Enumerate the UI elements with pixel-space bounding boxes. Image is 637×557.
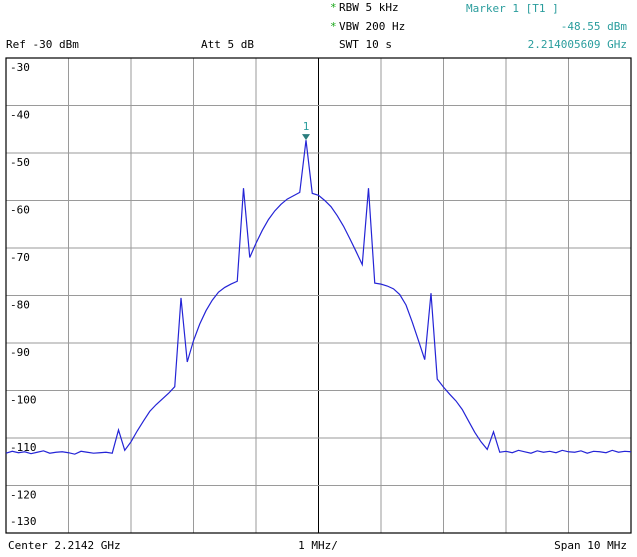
plot-frame (5, 57, 632, 534)
center-frequency: Center 2.2142 GHz (8, 539, 121, 552)
per-division: 1 MHz/ (298, 539, 338, 552)
y-tick-label: -120 (10, 489, 37, 502)
swt: SWT 10 s (339, 38, 392, 51)
y-tick-label: -30 (10, 61, 30, 74)
trace (5, 140, 632, 455)
ref-level: Ref -30 dBm (6, 38, 79, 51)
y-tick-label: -130 (10, 515, 37, 528)
y-tick-label: -80 (10, 299, 30, 312)
y-tick-label: -50 (10, 156, 30, 169)
y-tick-label: -110 (10, 441, 37, 454)
y-tick-label: -100 (10, 394, 37, 407)
vbw: VBW 200 Hz (339, 20, 405, 33)
y-tick-label: -90 (10, 346, 30, 359)
span: Span 10 MHz (554, 539, 627, 552)
marker-frequency: 2.214005609 GHz (528, 38, 627, 51)
marker-triangle (302, 134, 310, 141)
rbw: RBW 5 kHz (339, 1, 399, 14)
marker-level: -48.55 dBm (561, 20, 628, 33)
marker-title: Marker 1 [T1 ] (466, 2, 559, 15)
rbw-flag: * (330, 1, 337, 14)
y-tick-label: -70 (10, 251, 30, 264)
attenuation: Att 5 dB (201, 38, 254, 51)
marker-label: 1 (303, 120, 310, 133)
y-tick-label: -40 (10, 109, 30, 122)
y-tick-label: -60 (10, 204, 30, 217)
vbw-flag: * (330, 20, 337, 33)
